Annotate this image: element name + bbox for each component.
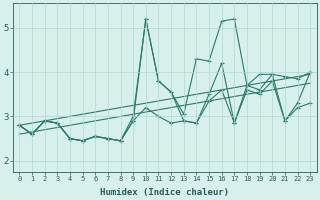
X-axis label: Humidex (Indice chaleur): Humidex (Indice chaleur) xyxy=(100,188,229,197)
